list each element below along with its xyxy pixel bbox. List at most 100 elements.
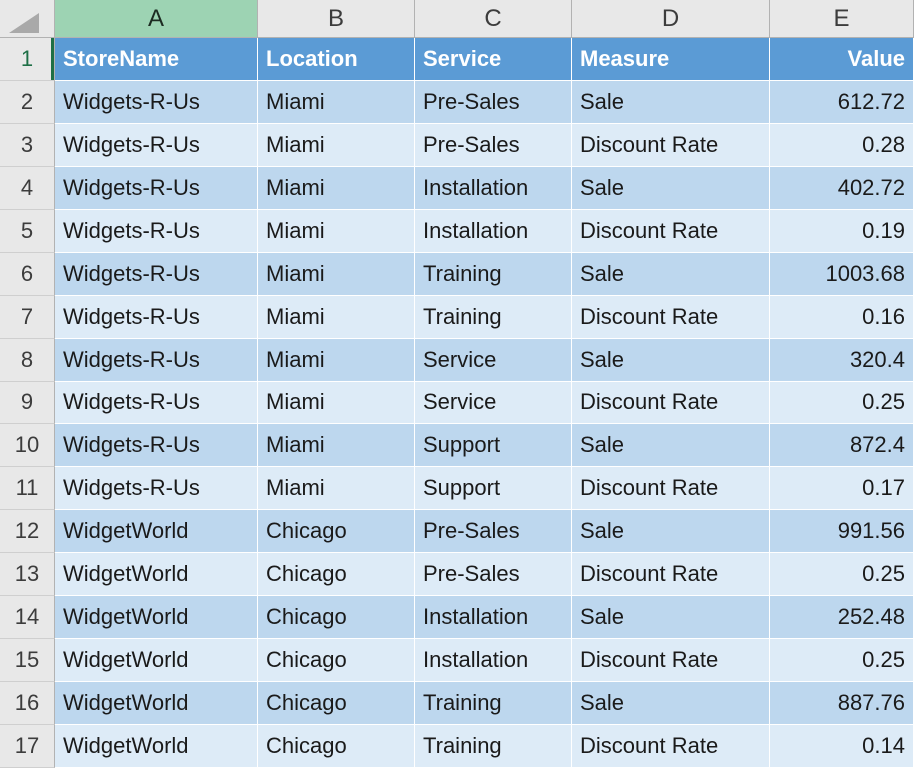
cell-B16[interactable]: Chicago <box>258 682 415 726</box>
cell-A3[interactable]: Widgets-R-Us <box>55 123 258 167</box>
cell-B1[interactable]: Location <box>258 38 415 81</box>
cell-E3[interactable]: 0.28 <box>770 123 914 167</box>
cell-C8[interactable]: Service <box>415 338 572 382</box>
column-header-A[interactable]: A <box>55 0 258 38</box>
cell-E7[interactable]: 0.16 <box>770 295 914 339</box>
cell-A7[interactable]: Widgets-R-Us <box>55 295 258 339</box>
row-header-12[interactable]: 12 <box>0 510 55 554</box>
cell-A11[interactable]: Widgets-R-Us <box>55 467 258 511</box>
cell-B7[interactable]: Miami <box>258 295 415 339</box>
select-all-button[interactable] <box>0 0 55 38</box>
cell-C6[interactable]: Training <box>415 252 572 296</box>
cell-D5[interactable]: Discount Rate <box>572 209 770 253</box>
cell-A13[interactable]: WidgetWorld <box>55 553 258 597</box>
cell-C12[interactable]: Pre-Sales <box>415 510 572 554</box>
cell-A12[interactable]: WidgetWorld <box>55 510 258 554</box>
row-header-16[interactable]: 16 <box>0 682 55 726</box>
cell-D11[interactable]: Discount Rate <box>572 467 770 511</box>
cell-A5[interactable]: Widgets-R-Us <box>55 209 258 253</box>
column-header-E[interactable]: E <box>770 0 914 38</box>
cell-D2[interactable]: Sale <box>572 80 770 124</box>
cell-B8[interactable]: Miami <box>258 338 415 382</box>
cell-C14[interactable]: Installation <box>415 596 572 640</box>
row-header-14[interactable]: 14 <box>0 596 55 640</box>
row-header-7[interactable]: 7 <box>0 295 55 339</box>
column-header-D[interactable]: D <box>572 0 770 38</box>
cell-C7[interactable]: Training <box>415 295 572 339</box>
cell-C15[interactable]: Installation <box>415 639 572 683</box>
cell-D13[interactable]: Discount Rate <box>572 553 770 597</box>
cell-E1[interactable]: Value <box>770 38 914 81</box>
cell-B3[interactable]: Miami <box>258 123 415 167</box>
cell-E8[interactable]: 320.4 <box>770 338 914 382</box>
cell-C9[interactable]: Service <box>415 381 572 425</box>
cell-C1[interactable]: Service <box>415 38 572 81</box>
cell-B17[interactable]: Chicago <box>258 725 415 768</box>
row-header-1[interactable]: 1 <box>0 38 55 81</box>
cell-E9[interactable]: 0.25 <box>770 381 914 425</box>
cell-A15[interactable]: WidgetWorld <box>55 639 258 683</box>
cell-A16[interactable]: WidgetWorld <box>55 682 258 726</box>
cell-C16[interactable]: Training <box>415 682 572 726</box>
row-header-11[interactable]: 11 <box>0 467 55 511</box>
cell-D10[interactable]: Sale <box>572 424 770 468</box>
cell-C10[interactable]: Support <box>415 424 572 468</box>
cell-E14[interactable]: 252.48 <box>770 596 914 640</box>
cell-A1[interactable]: StoreName <box>55 38 258 81</box>
cell-B13[interactable]: Chicago <box>258 553 415 597</box>
cell-D6[interactable]: Sale <box>572 252 770 296</box>
cell-B11[interactable]: Miami <box>258 467 415 511</box>
cell-D9[interactable]: Discount Rate <box>572 381 770 425</box>
cell-D17[interactable]: Discount Rate <box>572 725 770 768</box>
cell-A17[interactable]: WidgetWorld <box>55 725 258 768</box>
cell-B4[interactable]: Miami <box>258 166 415 210</box>
cell-B5[interactable]: Miami <box>258 209 415 253</box>
cell-D15[interactable]: Discount Rate <box>572 639 770 683</box>
cell-A14[interactable]: WidgetWorld <box>55 596 258 640</box>
cell-A2[interactable]: Widgets-R-Us <box>55 80 258 124</box>
cell-E12[interactable]: 991.56 <box>770 510 914 554</box>
column-header-C[interactable]: C <box>415 0 572 38</box>
cell-D16[interactable]: Sale <box>572 682 770 726</box>
cell-D12[interactable]: Sale <box>572 510 770 554</box>
row-header-13[interactable]: 13 <box>0 553 55 597</box>
cell-C4[interactable]: Installation <box>415 166 572 210</box>
cell-A9[interactable]: Widgets-R-Us <box>55 381 258 425</box>
cell-D3[interactable]: Discount Rate <box>572 123 770 167</box>
cell-A8[interactable]: Widgets-R-Us <box>55 338 258 382</box>
row-header-10[interactable]: 10 <box>0 424 55 468</box>
row-header-3[interactable]: 3 <box>0 123 55 167</box>
cell-A6[interactable]: Widgets-R-Us <box>55 252 258 296</box>
cell-E6[interactable]: 1003.68 <box>770 252 914 296</box>
cell-C11[interactable]: Support <box>415 467 572 511</box>
cell-E11[interactable]: 0.17 <box>770 467 914 511</box>
cell-E4[interactable]: 402.72 <box>770 166 914 210</box>
cell-B2[interactable]: Miami <box>258 80 415 124</box>
cell-E16[interactable]: 887.76 <box>770 682 914 726</box>
cell-E17[interactable]: 0.14 <box>770 725 914 768</box>
cell-C2[interactable]: Pre-Sales <box>415 80 572 124</box>
cell-D1[interactable]: Measure <box>572 38 770 81</box>
cell-C17[interactable]: Training <box>415 725 572 768</box>
cell-B15[interactable]: Chicago <box>258 639 415 683</box>
cell-D14[interactable]: Sale <box>572 596 770 640</box>
row-header-5[interactable]: 5 <box>0 209 55 253</box>
cell-A10[interactable]: Widgets-R-Us <box>55 424 258 468</box>
row-header-15[interactable]: 15 <box>0 639 55 683</box>
column-header-B[interactable]: B <box>258 0 415 38</box>
cell-E15[interactable]: 0.25 <box>770 639 914 683</box>
cell-E2[interactable]: 612.72 <box>770 80 914 124</box>
cell-E5[interactable]: 0.19 <box>770 209 914 253</box>
cell-C3[interactable]: Pre-Sales <box>415 123 572 167</box>
cell-E10[interactable]: 872.4 <box>770 424 914 468</box>
row-header-6[interactable]: 6 <box>0 252 55 296</box>
cell-B14[interactable]: Chicago <box>258 596 415 640</box>
cell-A4[interactable]: Widgets-R-Us <box>55 166 258 210</box>
cell-E13[interactable]: 0.25 <box>770 553 914 597</box>
cell-D8[interactable]: Sale <box>572 338 770 382</box>
cell-B12[interactable]: Chicago <box>258 510 415 554</box>
row-header-4[interactable]: 4 <box>0 166 55 210</box>
cell-D4[interactable]: Sale <box>572 166 770 210</box>
cell-B9[interactable]: Miami <box>258 381 415 425</box>
row-header-9[interactable]: 9 <box>0 381 55 425</box>
